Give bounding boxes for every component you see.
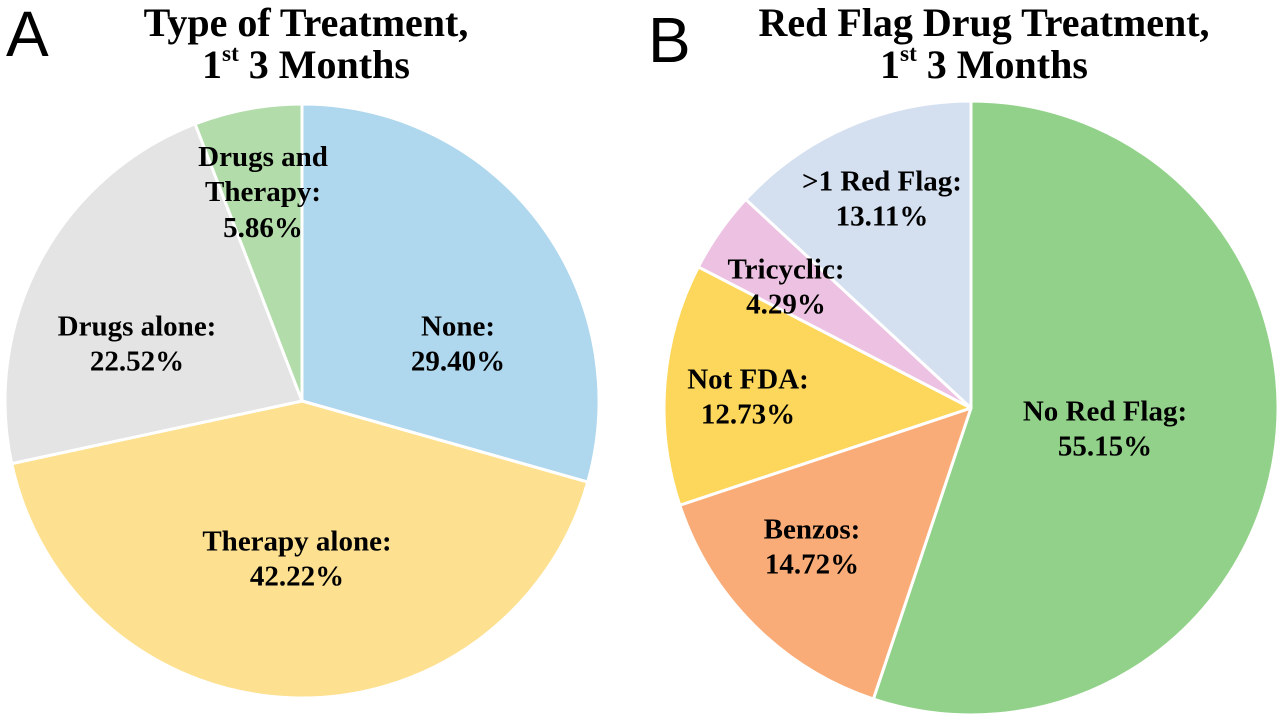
panel-a-title-line2-number: 1 bbox=[202, 42, 223, 87]
pie-slice-label-none: None: 29.40% bbox=[410, 310, 506, 378]
pie-slice-none bbox=[300, 102, 601, 484]
pie-slice-no-red-flag bbox=[871, 99, 1280, 714]
panel-b-title-line2-number: 1 bbox=[880, 42, 901, 87]
pie-slice-1-red-flag bbox=[744, 99, 973, 410]
panel-a-title: Type of Treatment, 1st 3 Months bbox=[0, 2, 612, 86]
pie-slice-label-no-red-flag: No Red Flag: 55.15% bbox=[1022, 395, 1188, 463]
pie-slice-not-fda bbox=[662, 265, 973, 507]
pie-slice-label-drugs-alone: Drugs alone: 22.52% bbox=[57, 310, 217, 378]
pie-slice-drugs-and-therapy bbox=[193, 102, 304, 403]
pie-slice-label-drugs-and-therapy: Drugs and Therapy: 5.86% bbox=[198, 140, 328, 244]
pie-slice-label-benzos: Benzos: 14.72% bbox=[763, 513, 861, 581]
panel-a-title-line2-rest: 3 Months bbox=[238, 42, 410, 87]
pie-slice-label-tricyclic: Tricyclic: 4.29% bbox=[727, 253, 845, 321]
panel-b-title: Red Flag Drug Treatment, 1st 3 Months bbox=[688, 2, 1280, 86]
panel-b-title-ordinal-suffix: st bbox=[900, 40, 917, 67]
panel-b-title-line1: Red Flag Drug Treatment, bbox=[758, 0, 1210, 45]
panel-b-title-line2-rest: 3 Months bbox=[916, 42, 1088, 87]
panel-label-a: A bbox=[6, 0, 49, 70]
panel-a-title-line1: Type of Treatment, bbox=[143, 0, 469, 45]
pie-slice-benzos bbox=[678, 406, 973, 701]
pie-slice-label-therapy-alone: Therapy alone: 42.22% bbox=[202, 525, 392, 593]
panel-a-title-ordinal-suffix: st bbox=[222, 40, 239, 67]
pie-slice-label-1-red-flag: >1 Red Flag: 13.11% bbox=[802, 165, 962, 233]
panel-label-b: B bbox=[648, 4, 691, 76]
pie-slice-therapy-alone bbox=[10, 399, 590, 700]
pie-slice-label-not-fda: Not FDA: 12.73% bbox=[687, 363, 809, 431]
